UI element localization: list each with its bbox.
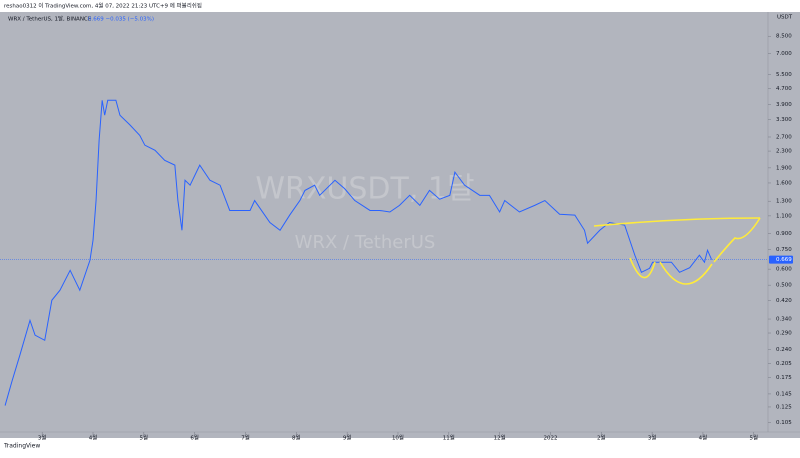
y-tick-label: 3.300 — [776, 117, 792, 123]
y-tick-label: 1.100 — [776, 213, 792, 219]
y-tick-label: 0.105 — [776, 420, 792, 426]
left-shoulder — [629, 257, 656, 279]
y-tick-label: 8.500 — [776, 34, 792, 40]
y-tick-label: 2.700 — [776, 134, 792, 140]
y-tick-label: 0.205 — [776, 361, 792, 367]
chart-pane — [0, 12, 800, 438]
y-tick-label: 0.900 — [776, 231, 792, 237]
y-tick-label: 1.300 — [776, 199, 792, 205]
x-tick-label: 10월 — [392, 434, 404, 442]
y-tick-label: 1.600 — [776, 180, 792, 186]
x-tick-label: 11월 — [443, 434, 455, 442]
y-tick-label: 0.500 — [776, 283, 792, 289]
projection — [713, 217, 761, 263]
y-tick-label: 0.240 — [776, 347, 792, 353]
x-tick-label: 3월 — [648, 434, 657, 442]
y-axis-unit: USDT — [777, 15, 793, 21]
x-tick-label: 7월 — [241, 434, 250, 442]
x-tick-label: 12월 — [494, 434, 506, 442]
x-tick-label: 5월 — [140, 434, 149, 442]
y-tick-label: 0.175 — [776, 375, 792, 381]
y-tick-label: 0.340 — [776, 317, 792, 323]
x-tick-label: 9월 — [343, 434, 352, 442]
x-tick-label: 3월 — [38, 434, 47, 442]
last-price-badge — [769, 255, 793, 264]
y-tick-label: 7.000 — [776, 51, 792, 57]
y-tick-label: 0.145 — [776, 391, 792, 397]
footer-logo: TradingView — [3, 443, 40, 450]
y-tick-label: 2.300 — [776, 149, 792, 155]
last-price-label: 0.669 — [776, 257, 792, 263]
x-tick-label: 4월 — [699, 434, 708, 442]
y-tick-label: 1.900 — [776, 165, 792, 171]
drawings — [593, 217, 761, 285]
resistance-line — [593, 217, 761, 227]
x-tick-label: 4월 — [89, 434, 98, 442]
watermark-symbol: WRXUSDT, 1달 — [255, 172, 474, 207]
y-tick-label: 0.125 — [776, 404, 792, 410]
header: reshao0312 이 TradingView.com, 4월 07, 202… — [4, 2, 202, 10]
y-tick-label: 5.500 — [776, 72, 792, 78]
y-tick-label: 4.700 — [776, 86, 792, 92]
x-tick-label: 2월 — [597, 434, 606, 442]
y-tick-label: 0.600 — [776, 267, 792, 273]
x-tick-label: 2022 — [543, 436, 557, 442]
x-tick-label: 8월 — [292, 434, 301, 442]
price-line — [4, 99, 713, 406]
x-tick-label: 6월 — [190, 434, 199, 442]
legend-quote: 0.669 −0.035 (−5.03%) — [88, 17, 154, 23]
y-tick-label: 0.420 — [776, 298, 792, 304]
head — [659, 261, 713, 285]
x-tick-label: 5월 — [749, 434, 758, 442]
y-tick-label: 0.290 — [776, 331, 792, 337]
y-tick-label: 3.900 — [776, 102, 792, 108]
y-tick-label: 0.750 — [776, 247, 792, 253]
watermark-name: WRX / TetherUS — [295, 232, 436, 253]
legend-title: WRX / TetherUS, 1달, BINANCE — [8, 15, 92, 23]
